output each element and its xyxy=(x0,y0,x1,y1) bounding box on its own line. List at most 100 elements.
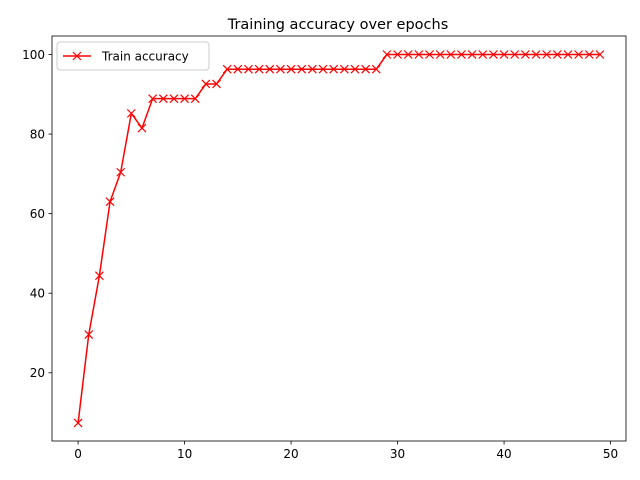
data-point-marker xyxy=(222,64,232,74)
data-point-marker xyxy=(446,50,456,59)
data-point-marker-stroke xyxy=(201,79,211,89)
data-point-marker-stroke xyxy=(276,64,285,74)
legend-x-marker-stroke xyxy=(72,51,82,61)
data-point-marker-stroke xyxy=(520,50,530,59)
data-point-marker-stroke xyxy=(84,330,94,340)
data-point-marker xyxy=(478,50,488,59)
chart-title: Training accuracy over epochs xyxy=(227,17,449,33)
data-point-marker-stroke xyxy=(297,64,307,74)
x-tick-label: 30 xyxy=(390,447,405,461)
data-point-marker xyxy=(318,64,328,74)
data-point-marker-stroke xyxy=(148,94,158,104)
x-tick-label: 20 xyxy=(283,447,298,461)
data-point-marker-stroke xyxy=(180,94,190,104)
data-point-marker-stroke xyxy=(435,50,445,59)
data-point-marker-stroke xyxy=(329,64,339,74)
data-point-marker-stroke xyxy=(116,167,126,177)
data-point-marker-stroke xyxy=(563,50,573,59)
data-point-marker xyxy=(531,50,541,59)
data-point-marker xyxy=(73,418,83,428)
data-point-marker-stroke xyxy=(350,64,360,74)
data-point-marker xyxy=(212,79,221,89)
data-point-marker xyxy=(467,50,477,59)
data-point-marker-stroke xyxy=(254,64,264,74)
data-point-marker xyxy=(382,50,392,59)
data-point-marker xyxy=(286,64,296,74)
data-point-marker-stroke xyxy=(318,64,328,74)
data-point-marker-stroke xyxy=(382,50,392,59)
data-point-marker xyxy=(297,64,307,74)
data-point-marker xyxy=(520,50,530,59)
data-point-marker xyxy=(105,197,115,207)
data-point-marker xyxy=(403,50,413,59)
x-tick-label: 10 xyxy=(177,447,192,461)
data-point-marker-stroke xyxy=(499,50,509,59)
x-tick-label: 40 xyxy=(496,447,511,461)
data-point-marker xyxy=(574,50,584,59)
data-point-marker-stroke xyxy=(286,64,296,74)
data-point-marker-stroke xyxy=(265,64,275,74)
data-point-marker xyxy=(339,64,349,74)
data-point-marker xyxy=(254,64,264,74)
plot-area: 0 10 20 30 40 50 20 40 60 80 100 xyxy=(22,35,627,461)
data-point-marker-stroke xyxy=(510,50,520,59)
y-tick-label: 80 xyxy=(30,127,45,141)
data-point-marker-stroke xyxy=(233,64,243,74)
data-point-marker-stroke xyxy=(307,64,317,74)
data-point-marker xyxy=(244,64,253,74)
data-point-marker xyxy=(94,271,104,281)
data-point-marker xyxy=(435,50,445,59)
data-point-marker-stroke xyxy=(94,271,104,281)
axes-frame xyxy=(51,35,627,442)
data-point-marker xyxy=(563,50,573,59)
data-point-marker xyxy=(329,64,339,74)
data-point-marker-stroke xyxy=(584,50,594,59)
data-point-marker xyxy=(180,94,190,104)
data-point-marker-stroke xyxy=(552,50,562,59)
series-line-train-accuracy xyxy=(77,53,600,423)
data-point-marker xyxy=(393,50,402,59)
legend-marker-x-icon xyxy=(72,51,82,61)
data-point-marker-stroke xyxy=(169,94,179,104)
data-point-marker xyxy=(595,50,605,59)
data-point-marker-stroke xyxy=(158,94,168,104)
data-point-marker xyxy=(350,64,360,74)
data-point-marker-stroke xyxy=(457,50,466,59)
data-point-marker-stroke xyxy=(190,94,200,104)
data-point-marker xyxy=(233,64,243,74)
data-point-marker xyxy=(126,108,136,118)
data-point-marker xyxy=(510,50,520,59)
data-point-marker-stroke xyxy=(126,108,136,118)
data-point-marker xyxy=(307,64,317,74)
data-point-marker xyxy=(265,64,275,74)
data-point-marker-stroke xyxy=(467,50,477,59)
data-point-marker-stroke xyxy=(478,50,488,59)
legend: Train accuracy xyxy=(56,41,210,71)
data-point-marker-stroke xyxy=(425,50,434,59)
data-point-marker xyxy=(414,50,424,59)
data-point-marker xyxy=(158,94,168,104)
data-point-marker xyxy=(276,64,285,74)
data-point-marker-stroke xyxy=(488,50,498,59)
y-tick-label: 20 xyxy=(30,366,45,380)
data-point-marker-stroke xyxy=(361,64,371,74)
data-point-marker-stroke xyxy=(371,64,381,74)
data-point-marker-stroke xyxy=(222,64,232,74)
data-point-marker-stroke xyxy=(542,50,552,59)
data-point-marker-stroke xyxy=(531,50,541,59)
data-point-marker-stroke xyxy=(414,50,424,59)
data-point-marker xyxy=(488,50,498,59)
y-tick-label: 60 xyxy=(30,207,45,221)
data-point-marker-stroke xyxy=(105,197,115,207)
y-tick-label: 100 xyxy=(22,48,45,62)
data-point-marker xyxy=(499,50,509,59)
data-point-marker-stroke xyxy=(244,64,253,74)
data-point-marker xyxy=(552,50,562,59)
data-point-marker-stroke xyxy=(574,50,584,59)
data-point-marker-stroke xyxy=(595,50,605,59)
x-tick-label: 50 xyxy=(603,447,618,461)
data-point-marker-stroke xyxy=(403,50,413,59)
data-point-marker-stroke xyxy=(73,418,83,428)
